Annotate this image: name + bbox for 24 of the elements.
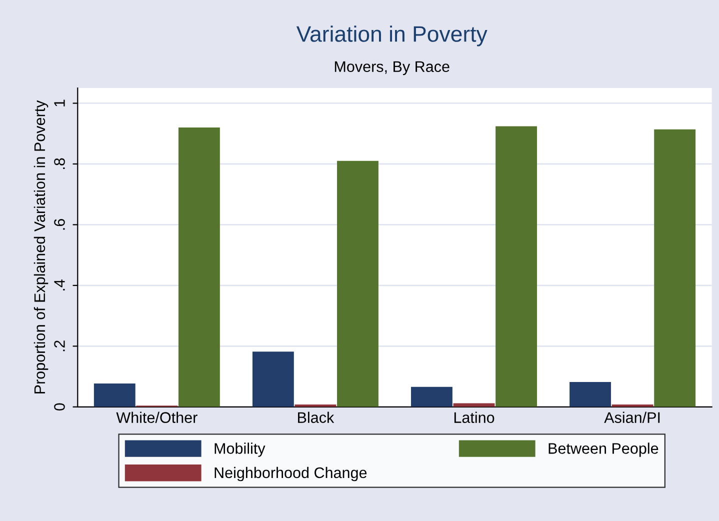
x-tick-label: Latino: [454, 412, 494, 423]
bar: [496, 126, 537, 407]
bar: [178, 128, 220, 407]
bar: [411, 386, 452, 407]
bar: [570, 382, 611, 407]
y-tick-label: .6: [54, 219, 65, 230]
y-tick-label: 0: [54, 403, 65, 411]
bar: [654, 129, 696, 407]
legend-label: Neighborhood Change: [214, 466, 367, 482]
y-tick-label: .2: [54, 340, 65, 352]
y-axis-title: Proportion of Explained Variation in Poverty: [34, 100, 48, 394]
x-tick-label: Black: [298, 412, 334, 423]
y-tick-label: .8: [54, 158, 65, 169]
chart-subtitle: Movers, By Race: [334, 61, 450, 76]
x-tick-label: Asian/PI: [604, 412, 660, 423]
legend-label: Between People: [548, 442, 658, 457]
y-tick-label: 1: [54, 100, 65, 106]
bar: [94, 384, 136, 407]
x-tick-label: White/Other: [116, 412, 198, 423]
legend-label: Mobility: [214, 442, 266, 457]
bar: [252, 352, 294, 407]
bar: [337, 160, 378, 407]
y-tick-label: .4: [54, 280, 65, 290]
chart-title: Variation in Poverty: [296, 26, 488, 46]
